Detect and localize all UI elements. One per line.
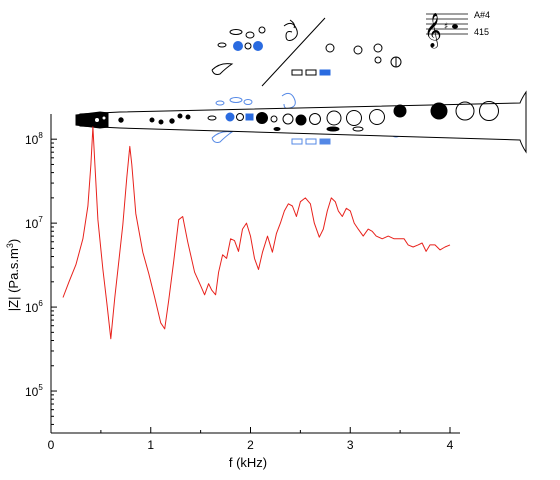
octave-key-outline [283, 22, 298, 41]
mouthpiece [75, 111, 109, 129]
thumb-key-outline [211, 63, 234, 75]
chart-axes [50, 114, 460, 434]
tone-hole [455, 101, 475, 121]
x-axis-ticks: 0 1 2 3 4 [48, 427, 454, 452]
tone-hole [479, 101, 499, 121]
treble-clef-icon: 𝄞 [424, 13, 442, 49]
tone-hole-closed [185, 114, 191, 120]
y-tick-label: 106 [25, 299, 43, 315]
key-echo [243, 99, 253, 105]
closed-key-blue [233, 41, 243, 51]
x-tick-label: 2 [247, 438, 254, 452]
speaker-key-outline [289, 19, 295, 29]
x-tick-label: 0 [48, 438, 55, 452]
tone-hole-closed [295, 114, 307, 126]
tone-hole-closed [149, 117, 155, 123]
y-tick-label: 107 [25, 215, 43, 231]
key-echo [305, 138, 317, 145]
tone-hole-closed [393, 104, 407, 118]
key-echo [319, 138, 331, 145]
key-outline [217, 42, 227, 48]
key-echo [229, 97, 243, 103]
pad-outline [305, 69, 317, 76]
tone-hole [95, 118, 99, 122]
tone-hole-closed [256, 112, 268, 124]
tone-hole [326, 110, 342, 126]
key-echo [291, 138, 303, 145]
key-outline [245, 31, 255, 39]
key-echo [211, 131, 234, 143]
sharp-icon: ♯ [444, 22, 448, 32]
tone-hole [102, 116, 106, 120]
y-tick-label: 105 [25, 383, 43, 399]
tone-hole [236, 113, 244, 121]
y-axis-label-exp: 3 [5, 243, 15, 248]
key-lever [273, 127, 281, 131]
tone-hole-blue [225, 112, 235, 122]
fingering-chart-diagram [75, 17, 527, 154]
tone-hole [369, 109, 385, 125]
tone-hole [346, 110, 362, 126]
key-echo [215, 100, 225, 106]
tone-hole [270, 115, 278, 123]
y-tick-label: 108 [25, 131, 43, 147]
notation-staff: 𝄞 ♯ A#4 415 [424, 10, 490, 49]
impedance-series-line [62, 126, 451, 340]
key-outline [353, 45, 363, 55]
note-frequency: 415 [474, 27, 489, 37]
closed-key-blue [253, 41, 263, 51]
key-lever [326, 126, 340, 132]
note-name: A#4 [474, 10, 490, 20]
tone-hole-closed [430, 102, 448, 120]
tone-hole [282, 113, 294, 125]
y-axis-label: |Z| (Pa.s.m3) [5, 239, 21, 311]
key-outline [374, 56, 382, 64]
closed-pad-blue [319, 69, 331, 76]
x-tick-label: 3 [347, 438, 354, 452]
pad-outline [291, 69, 303, 76]
key-outline [244, 42, 252, 50]
tone-hole [207, 115, 217, 121]
note-head [452, 24, 458, 29]
tone-hole-closed [169, 118, 175, 124]
key-outline [373, 43, 383, 53]
tone-hole-closed [177, 113, 183, 119]
tone-hole-blue [245, 113, 254, 121]
x-tick-label: 4 [447, 438, 454, 452]
key-outline [258, 26, 266, 34]
x-axis-label: f (kHz) [229, 455, 267, 470]
y-axis-label-close: ) [6, 239, 21, 243]
x-tick-label: 1 [147, 438, 154, 452]
y-axis-label-main: |Z| (Pa.s.m [6, 248, 21, 311]
tone-hole-closed [118, 117, 124, 123]
tone-hole-closed [158, 119, 164, 125]
y-axis-ticks: 105 106 107 108 [25, 131, 57, 425]
chart-divider-line [261, 17, 326, 87]
key-outline [325, 43, 335, 53]
key-echo [281, 92, 296, 109]
key-lever [352, 126, 364, 132]
series-layer [62, 126, 451, 340]
key-outline [229, 29, 243, 35]
tone-hole [309, 113, 321, 125]
